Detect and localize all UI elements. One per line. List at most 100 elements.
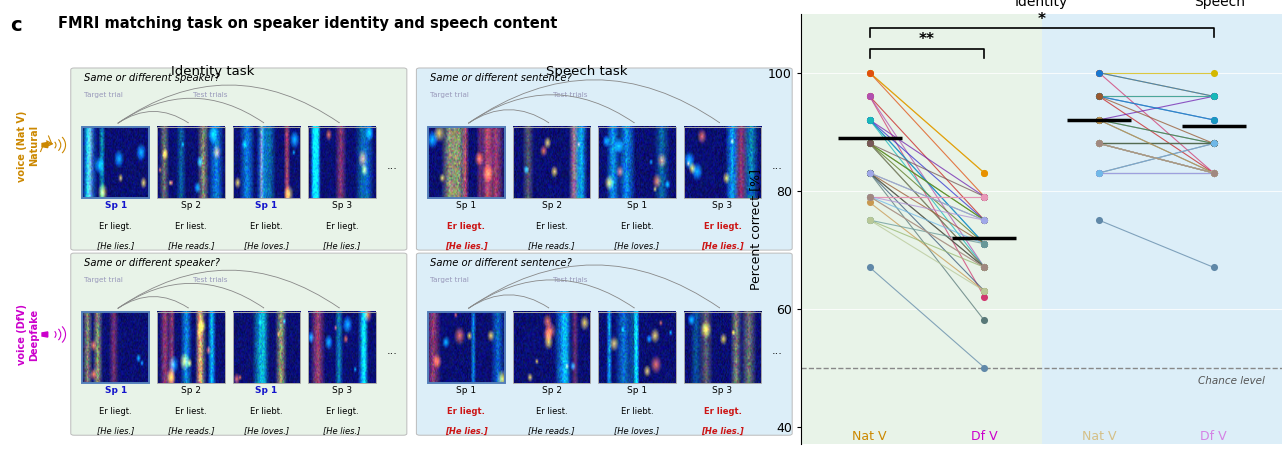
Text: [He lies.]: [He lies.] (445, 426, 487, 436)
Text: Er liebt.: Er liebt. (621, 222, 653, 230)
Point (1088, 140, 1109, 147)
Text: Sp 1: Sp 1 (256, 386, 278, 395)
Point (1088, 140, 1109, 147)
Text: [He loves.]: [He loves.] (244, 241, 289, 251)
Point (974, 217, 995, 224)
Point (974, 264, 995, 271)
Point (860, 69, 880, 76)
Point (974, 287, 995, 294)
Point (974, 264, 995, 271)
Text: Nat V: Nat V (852, 430, 887, 442)
Point (1203, 264, 1223, 271)
Point (860, 140, 880, 147)
Point (1088, 140, 1109, 147)
Point (1203, 169, 1223, 177)
Point (1088, 116, 1109, 124)
Polygon shape (42, 332, 48, 337)
Point (974, 364, 995, 371)
Point (974, 193, 995, 200)
Point (1203, 169, 1223, 177)
Point (1203, 169, 1223, 177)
Point (1088, 69, 1109, 76)
Text: Sp 3: Sp 3 (332, 386, 352, 395)
Point (1203, 169, 1223, 177)
FancyArrowPatch shape (469, 280, 634, 308)
Point (1203, 169, 1223, 177)
FancyArrowPatch shape (469, 109, 549, 123)
Text: Er liegt.: Er liegt. (447, 407, 486, 416)
Text: Sp 1: Sp 1 (627, 201, 648, 210)
Point (860, 217, 880, 224)
Text: ...: ... (772, 346, 783, 356)
Point (1203, 169, 1223, 177)
Point (974, 240, 995, 247)
Point (1088, 93, 1109, 100)
FancyBboxPatch shape (416, 68, 792, 250)
Point (1088, 116, 1109, 124)
Text: Sp 3: Sp 3 (712, 386, 732, 395)
Point (974, 240, 995, 247)
Point (860, 116, 880, 124)
Point (1088, 116, 1109, 124)
Bar (1042, 14, 1282, 444)
Bar (801, 14, 1042, 444)
Point (974, 193, 995, 200)
Point (860, 169, 880, 177)
Point (974, 240, 995, 247)
Text: [He lies.]: [He lies.] (445, 241, 487, 251)
Text: Target trial: Target trial (85, 92, 123, 98)
Point (1088, 69, 1109, 76)
Point (860, 169, 880, 177)
Text: Speech: Speech (1194, 0, 1245, 10)
Point (860, 93, 880, 100)
Point (860, 116, 880, 124)
Point (1088, 169, 1109, 177)
FancyBboxPatch shape (416, 253, 792, 435)
Text: **: ** (919, 33, 935, 47)
FancyArrowPatch shape (118, 85, 339, 123)
Point (1203, 169, 1223, 177)
Point (1088, 140, 1109, 147)
Text: Er liegt.: Er liegt. (326, 222, 359, 230)
Point (1088, 93, 1109, 100)
Point (1203, 169, 1223, 177)
Point (860, 69, 880, 76)
Text: Er liegt.: Er liegt. (447, 222, 486, 230)
Point (1203, 93, 1223, 100)
Point (860, 193, 880, 200)
Point (1088, 140, 1109, 147)
Point (974, 264, 995, 271)
Point (1088, 93, 1109, 100)
Text: Same or different speaker?: Same or different speaker? (85, 258, 220, 268)
Point (974, 293, 995, 300)
FancyArrowPatch shape (118, 111, 188, 123)
FancyBboxPatch shape (71, 253, 407, 435)
Point (860, 193, 880, 200)
Text: Sp 1: Sp 1 (456, 201, 477, 210)
Point (974, 264, 995, 271)
Point (1203, 140, 1223, 147)
Point (860, 140, 880, 147)
Text: voice (Nat V): voice (Nat V) (17, 110, 27, 182)
Point (974, 240, 995, 247)
Text: [He lies.]: [He lies.] (702, 241, 744, 251)
Point (1088, 169, 1109, 177)
Text: Test trials: Test trials (193, 277, 227, 283)
Point (1203, 93, 1223, 100)
Text: [He reads.]: [He reads.] (528, 426, 574, 436)
Point (974, 169, 995, 177)
Point (1088, 140, 1109, 147)
Text: [He lies.]: [He lies.] (324, 426, 361, 436)
Point (1088, 140, 1109, 147)
Point (860, 169, 880, 177)
Point (1203, 93, 1223, 100)
Point (1203, 169, 1223, 177)
Point (974, 217, 995, 224)
Text: voice (DfV): voice (DfV) (17, 304, 27, 365)
Text: Er liegt.: Er liegt. (703, 222, 741, 230)
Point (974, 193, 995, 200)
Point (974, 240, 995, 247)
Point (1203, 140, 1223, 147)
Point (860, 199, 880, 206)
Text: Er liegt.: Er liegt. (99, 407, 132, 416)
